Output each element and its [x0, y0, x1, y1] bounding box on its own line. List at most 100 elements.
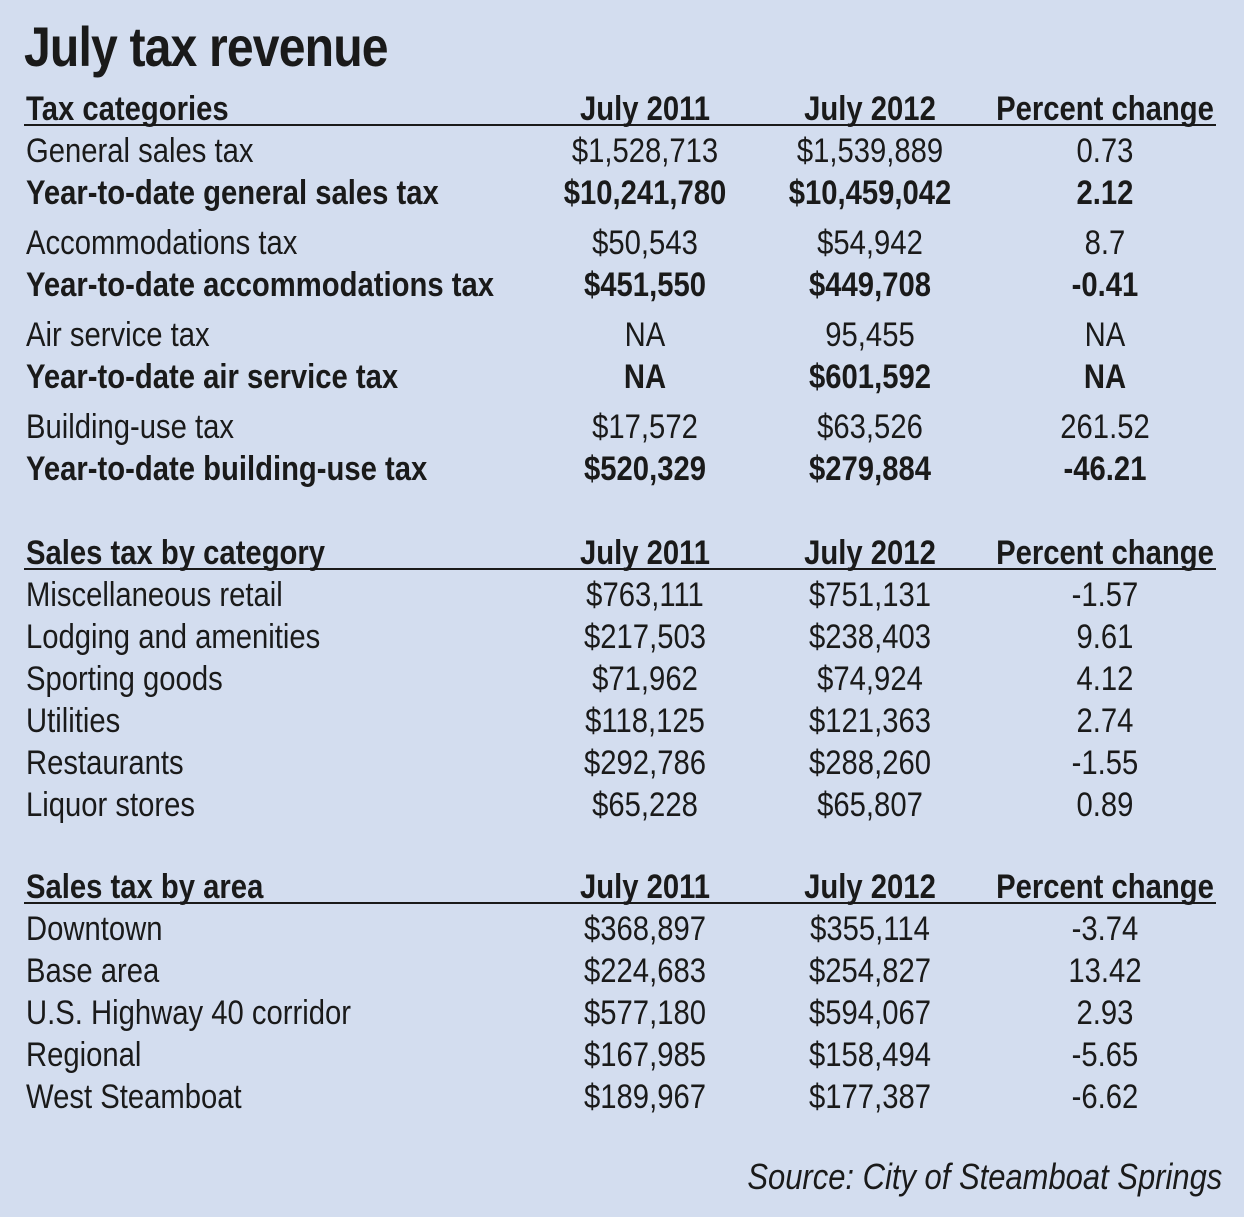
table-row: Year-to-date general sales tax $10,241,78…	[0, 172, 1244, 214]
source-note: Source: City of Steamboat Springs	[747, 1156, 1222, 1197]
cell-july-2012: $355,114	[810, 910, 930, 948]
table-row: Base area $224,683 $254,827 13.42	[0, 950, 1244, 992]
cell-july-2012: $74,924	[817, 660, 923, 698]
cell-july-2011: $368,897	[584, 910, 706, 948]
cell-percent-change: 0.73	[1076, 132, 1134, 170]
cell-july-2011: $451,550	[584, 266, 706, 304]
cell-label: Building-use tax	[26, 408, 235, 446]
cell-july-2011: $1,528,713	[571, 132, 719, 170]
table-row: Accommodations tax $50,543 $54,942 8.7	[0, 222, 1244, 264]
header-label: Tax categories	[26, 90, 229, 128]
cell-percent-change: 9.61	[1076, 618, 1134, 656]
cell-july-2011: $217,503	[584, 618, 706, 656]
cell-percent-change: 13.42	[1068, 952, 1142, 990]
section-header: Sales tax by area July 2011 July 2012 Perce…	[0, 866, 1244, 908]
table-row: Utilities $118,125 $121,363 2.74	[0, 700, 1244, 742]
header-rule	[24, 124, 1216, 126]
cell-july-2012: $751,131	[809, 576, 931, 614]
header-july-2012: July 2012	[804, 90, 936, 128]
cell-label: Downtown	[26, 910, 163, 948]
cell-label: Year-to-date air service tax	[26, 358, 399, 396]
cell-label: General sales tax	[26, 132, 254, 170]
cell-july-2012: $63,526	[817, 408, 923, 446]
cell-july-2012: $238,403	[809, 618, 931, 656]
cell-label: Regional	[26, 1036, 142, 1074]
header-percent-change: Percent change	[996, 868, 1214, 906]
cell-label: Year-to-date general sales tax	[26, 174, 439, 212]
cell-july-2012: $449,708	[809, 266, 931, 304]
cell-july-2011: $71,962	[592, 660, 698, 698]
cell-label: Year-to-date building-use tax	[26, 450, 428, 488]
cell-label: Year-to-date accommodations tax	[26, 266, 494, 304]
cell-july-2012: $254,827	[809, 952, 931, 990]
cell-july-2011: $763,111	[586, 576, 704, 614]
cell-percent-change: -1.55	[1071, 744, 1139, 782]
cell-label: Restaurants	[26, 744, 184, 782]
cell-july-2011: $118,125	[585, 702, 705, 740]
header-july-2011: July 2011	[579, 90, 711, 128]
cell-percent-change: -46.21	[1063, 450, 1147, 488]
cell-july-2011: $224,683	[584, 952, 706, 990]
cell-percent-change: 8.7	[1084, 224, 1126, 262]
header-percent-change: Percent change	[996, 534, 1214, 572]
header-july-2011: July 2011	[579, 534, 711, 572]
header-july-2012: July 2012	[804, 534, 936, 572]
cell-july-2012: $288,260	[809, 744, 931, 782]
table-row: Year-to-date building-use tax $520,329 $27…	[0, 448, 1244, 490]
cell-july-2011: $17,572	[592, 408, 698, 446]
cell-july-2012: $158,494	[809, 1036, 931, 1074]
cell-percent-change: -1.57	[1071, 576, 1139, 614]
table-row: Restaurants $292,786 $288,260 -1.55	[0, 742, 1244, 784]
header-rule	[24, 568, 1216, 570]
table-row: Lodging and amenities $217,503 $238,403 9.6…	[0, 616, 1244, 658]
cell-label: Base area	[26, 952, 160, 990]
table-row: Sporting goods $71,962 $74,924 4.12	[0, 658, 1244, 700]
cell-percent-change: 261.52	[1060, 408, 1150, 446]
cell-july-2011: NA	[624, 316, 666, 354]
cell-percent-change: 0.89	[1076, 786, 1134, 824]
cell-july-2011: $167,985	[584, 1036, 706, 1074]
cell-july-2011: $189,967	[584, 1078, 706, 1116]
header-rule	[24, 902, 1216, 904]
cell-july-2012: $601,592	[809, 358, 931, 396]
table-row: General sales tax $1,528,713 $1,539,889 0.7…	[0, 130, 1244, 172]
page-title: July tax revenue	[24, 15, 389, 78]
cell-july-2011: $65,228	[592, 786, 698, 824]
cell-percent-change: -0.41	[1071, 266, 1139, 304]
cell-july-2012: $1,539,889	[796, 132, 944, 170]
header-label: Sales tax by area	[26, 868, 264, 906]
cell-percent-change: 2.74	[1076, 702, 1134, 740]
cell-july-2011: NA	[623, 358, 667, 396]
header-july-2012: July 2012	[804, 868, 936, 906]
cell-label: U.S. Highway 40 corridor	[26, 994, 352, 1032]
table-row: Air service tax NA 95,455 NA	[0, 314, 1244, 356]
table-row: Building-use tax $17,572 $63,526 261.52	[0, 406, 1244, 448]
cell-july-2011: $520,329	[584, 450, 706, 488]
cell-percent-change: -3.74	[1071, 910, 1139, 948]
cell-july-2011: $292,786	[584, 744, 706, 782]
header-label: Sales tax by category	[26, 534, 326, 572]
cell-label: Lodging and amenities	[26, 618, 321, 656]
table-row: Year-to-date accommodations tax $451,550 $…	[0, 264, 1244, 306]
cell-label: Sporting goods	[26, 660, 223, 698]
table-row: Regional $167,985 $158,494 -5.65	[0, 1034, 1244, 1076]
section-header: Sales tax by category July 2011 July 2012 P…	[0, 532, 1244, 574]
cell-percent-change: -6.62	[1071, 1078, 1139, 1116]
table-row: Downtown $368,897 $355,114 -3.74	[0, 908, 1244, 950]
table-row: West Steamboat $189,967 $177,387 -6.62	[0, 1076, 1244, 1118]
section-header: Tax categories July 2011 July 2012 Percent …	[0, 88, 1244, 130]
table-row: U.S. Highway 40 corridor $577,180 $594,067…	[0, 992, 1244, 1034]
table-row: Miscellaneous retail $763,111 $751,131 -1.5…	[0, 574, 1244, 616]
header-july-2011: July 2011	[579, 868, 711, 906]
cell-july-2012: $10,459,042	[788, 174, 952, 212]
cell-percent-change: 2.12	[1076, 174, 1134, 212]
cell-label: Air service tax	[26, 316, 210, 354]
table-row: Year-to-date air service tax NA $601,592 NA	[0, 356, 1244, 398]
cell-july-2012: $65,807	[817, 786, 923, 824]
cell-july-2011: $577,180	[584, 994, 706, 1032]
cell-july-2011: $10,241,780	[563, 174, 727, 212]
cell-july-2012: $594,067	[809, 994, 931, 1032]
cell-percent-change: NA	[1083, 358, 1127, 396]
cell-label: Liquor stores	[26, 786, 196, 824]
cell-july-2012: $279,884	[809, 450, 931, 488]
